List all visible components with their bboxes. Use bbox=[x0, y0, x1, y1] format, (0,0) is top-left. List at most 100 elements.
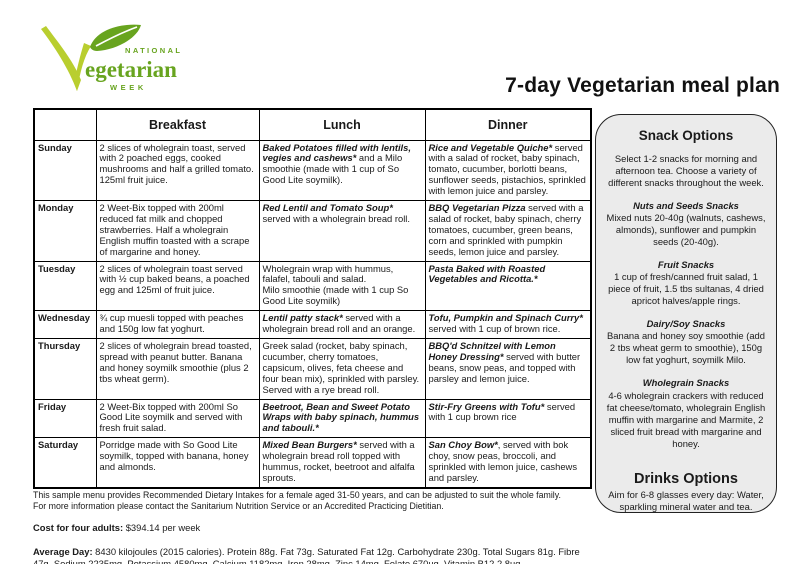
snack-section-heading: Fruit Snacks bbox=[657, 259, 715, 271]
meal-text: , served with bok choy, snow peas, brocc… bbox=[428, 439, 578, 483]
meal-lead: Tofu, Pumpkin and Spinach Curry* bbox=[428, 312, 583, 324]
table-row-saturday: Saturday Porridge made with So Good Lite… bbox=[33, 437, 592, 489]
header-row: Breakfast Lunch Dinner bbox=[33, 108, 592, 141]
lunch-cell: Baked Potatoes filled with lentils, vegi… bbox=[258, 139, 426, 202]
meal-plan-table: Breakfast Lunch Dinner Sunday 2 slices o… bbox=[33, 108, 592, 489]
meal-text: Porridge made with So Good Lite soymilk,… bbox=[99, 439, 249, 473]
meal-lead: Beetroot, Bean and Sweet Potato Wraps wi… bbox=[262, 400, 420, 434]
snack-section-text: Mixed nuts 20-40g (walnuts, cashews, alm… bbox=[606, 212, 766, 248]
snack-section-heading: Nuts and Seeds Snacks bbox=[633, 200, 739, 212]
lunch-cell: Beetroot, Bean and Sweet Potato Wraps wi… bbox=[258, 398, 426, 439]
table-row-monday: Monday 2 Weet-Bix topped with 200ml redu… bbox=[33, 200, 592, 262]
footnote-sample-menu: This sample menu provides Recommended Di… bbox=[33, 489, 561, 500]
meal-text: served with a wholegrain bread roll topp… bbox=[262, 439, 415, 483]
cost-value: $394.14 per week bbox=[123, 521, 201, 533]
meal-lead: Stir-Fry Greens with Tofu* bbox=[428, 400, 545, 412]
breakfast-cell: Porridge made with So Good Lite soymilk,… bbox=[95, 437, 260, 489]
lunch-cell: Red Lentil and Tomato Soup* served with … bbox=[258, 200, 426, 262]
day-label: Tuesday bbox=[33, 260, 97, 312]
table-row-tuesday: Tuesday 2 slices of wholegrain toast ser… bbox=[33, 260, 592, 312]
page-title: 7-day Vegetarian meal plan bbox=[505, 74, 780, 97]
meal-lead: Baked Potatoes filled with lentils, vegi… bbox=[262, 141, 411, 164]
lunch-cell: Mixed Bean Burgers* served with a wholeg… bbox=[258, 437, 426, 489]
lunch-cell: Greek salad (rocket, baby spinach, cucum… bbox=[258, 338, 426, 400]
snack-section-nuts-seeds: Nuts and Seeds Snacks Mixed nuts 20-40g … bbox=[605, 200, 767, 248]
snack-section-dairy-soy: Dairy/Soy Snacks Banana and honey soy sm… bbox=[605, 318, 767, 366]
table-row-thursday: Thursday 2 slices of wholegrain bread to… bbox=[33, 338, 592, 400]
snack-section-fruit: Fruit Snacks 1 cup of fresh/canned fruit… bbox=[605, 259, 767, 307]
average-day-line: Average Day: 8430 kilojoules (2015 calor… bbox=[33, 546, 590, 564]
day-label: Wednesday bbox=[33, 310, 97, 339]
snack-section-heading: Dairy/Soy Snacks bbox=[646, 318, 726, 330]
footer: This sample menu provides Recommended Di… bbox=[33, 490, 608, 564]
snack-section-text: 4-6 wholegrain crackers with reduced fat… bbox=[606, 389, 766, 449]
dinner-cell: San Choy Bow*, served with bok choy, sno… bbox=[424, 437, 592, 489]
table-row-friday: Friday 2 Weet-Bix topped with 200ml So G… bbox=[33, 398, 592, 439]
snack-options-intro: Select 1-2 snacks for morning and aftern… bbox=[608, 153, 764, 189]
breakfast-cell: 2 slices of wholegrain toast, served wit… bbox=[95, 139, 260, 202]
lunch-cell: Wholegrain wrap with hummus, falafel, ta… bbox=[258, 260, 426, 312]
meal-text: served with a wholegrain bread roll. bbox=[262, 212, 410, 224]
meal-text: Greek salad (rocket, baby spinach, cucum… bbox=[262, 340, 420, 395]
dinner-cell: Rice and Vegetable Quiche* served with a… bbox=[424, 139, 592, 202]
snack-section-wholegrain: Wholegrain Snacks 4-6 wholegrain cracker… bbox=[605, 377, 767, 449]
average-day-label: Average Day: bbox=[33, 546, 93, 558]
lunch-cell: Lentil patty stack* served with a wholeg… bbox=[258, 310, 426, 339]
column-header-breakfast: Breakfast bbox=[95, 108, 260, 141]
day-label: Monday bbox=[33, 200, 97, 262]
snack-section-heading: Wholegrain Snacks bbox=[642, 377, 730, 389]
snack-section-text: Banana and honey soy smoothie (add 2 tbs… bbox=[607, 330, 765, 366]
main-content: Breakfast Lunch Dinner Sunday 2 slices o… bbox=[33, 108, 592, 564]
leaf-icon bbox=[90, 24, 141, 51]
meal-lead: BBQ Vegetarian Pizza bbox=[428, 202, 526, 214]
breakfast-cell: 2 slices of wholegrain toast served with… bbox=[95, 260, 260, 312]
drinks-options-title: Drinks Options bbox=[634, 470, 738, 487]
snack-section-text: 1 cup of fresh/canned fruit salad, 1 pie… bbox=[608, 271, 764, 307]
table-row-sunday: Sunday 2 slices of wholegrain toast, ser… bbox=[33, 139, 592, 202]
snack-options-panel: Snack Options Select 1-2 snacks for morn… bbox=[595, 114, 777, 513]
breakfast-cell: 2 Weet-Bix topped with 200ml So Good Lit… bbox=[95, 398, 260, 439]
meal-lead: Rice and Vegetable Quiche* bbox=[428, 141, 553, 153]
snack-options-title: Snack Options bbox=[638, 128, 734, 143]
column-header-dinner: Dinner bbox=[424, 108, 592, 141]
meal-lead: San Choy Bow* bbox=[428, 439, 498, 451]
meal-lead: Lentil patty stack* bbox=[262, 312, 343, 324]
breakfast-cell: 2 Weet-Bix topped with 200ml reduced fat… bbox=[95, 200, 260, 262]
meal-lead: Mixed Bean Burgers* bbox=[262, 439, 357, 451]
meal-lead: Pasta Baked with Roasted Vegetables and … bbox=[428, 262, 546, 285]
logo-week-text: WEEK bbox=[110, 83, 147, 92]
dinner-cell: Stir-Fry Greens with Tofu* served with 1… bbox=[424, 398, 592, 439]
dinner-cell: BBQ'd Schnitzel with Lemon Honey Dressin… bbox=[424, 338, 592, 400]
table-row-wednesday: Wednesday ¾ cup muesli topped with peach… bbox=[33, 310, 592, 339]
meal-text: served with butter beans, snow peas, and… bbox=[428, 350, 581, 384]
day-label: Sunday bbox=[33, 139, 97, 202]
meal-text: served with 1 cup of brown rice. bbox=[428, 323, 561, 335]
meal-text: served with 1 cup brown rice bbox=[428, 400, 576, 423]
day-label: Saturday bbox=[33, 437, 97, 489]
meal-text: ¾ cup muesli topped with peaches and 150… bbox=[99, 312, 244, 335]
meal-text: and a Milo smoothie (made with 1 cup of … bbox=[262, 152, 403, 186]
logo-word-text: egetarian bbox=[85, 57, 177, 82]
meal-text: served with a wholegrain bread roll and … bbox=[262, 312, 416, 335]
meal-text: 2 Weet-Bix topped with 200ml reduced fat… bbox=[99, 202, 250, 257]
day-label: Friday bbox=[33, 398, 97, 439]
dinner-cell: Pasta Baked with Roasted Vegetables and … bbox=[424, 260, 592, 312]
breakfast-cell: ¾ cup muesli topped with peaches and 150… bbox=[95, 310, 260, 339]
meal-lead: BBQ'd Schnitzel with Lemon Honey Dressin… bbox=[428, 340, 556, 362]
meal-text: 2 slices of wholegrain toast served with… bbox=[99, 262, 250, 296]
meal-text: served with a salad of rocket, baby spin… bbox=[428, 202, 584, 257]
logo-national-text: NATIONAL bbox=[125, 46, 182, 55]
meal-text: served with a salad of rocket, baby spin… bbox=[428, 141, 586, 197]
meal-text: Wholegrain wrap with hummus, falafel, ta… bbox=[262, 262, 409, 307]
dinner-cell: BBQ Vegetarian Pizza served with a salad… bbox=[424, 200, 592, 262]
meal-text: 2 slices of wholegrain toast, served wit… bbox=[99, 141, 254, 186]
drinks-options-text: Aim for 6-8 glasses every day: Water, sp… bbox=[608, 488, 764, 512]
national-vegetarian-week-logo: NATIONAL egetarian WEEK bbox=[41, 24, 182, 92]
meal-lead: Red Lentil and Tomato Soup* bbox=[262, 202, 393, 214]
footnote-more-info: For more information please contact the … bbox=[33, 500, 444, 511]
dinner-cell: Tofu, Pumpkin and Spinach Curry* served … bbox=[424, 310, 592, 339]
meal-text: 2 slices of wholegrain bread toasted, sp… bbox=[99, 340, 252, 384]
day-column-header bbox=[33, 108, 97, 141]
column-header-lunch: Lunch bbox=[258, 108, 426, 141]
